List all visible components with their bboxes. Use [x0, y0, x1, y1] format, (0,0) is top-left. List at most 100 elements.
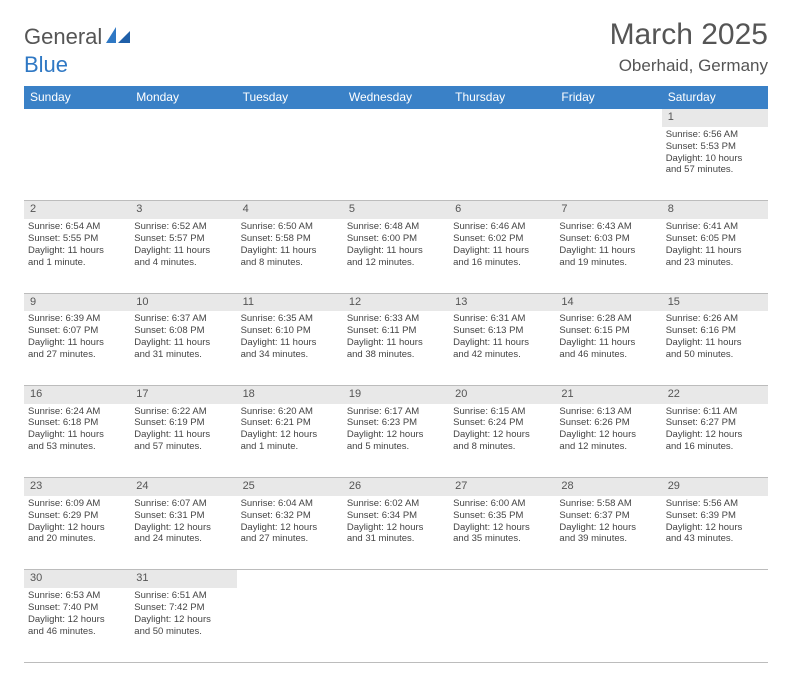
day-cell: Sunrise: 6:04 AMSunset: 6:32 PMDaylight:… [237, 496, 343, 570]
day-cell: Sunrise: 6:02 AMSunset: 6:34 PMDaylight:… [343, 496, 449, 570]
day-cell: Sunrise: 6:07 AMSunset: 6:31 PMDaylight:… [130, 496, 236, 570]
weekday-header: Thursday [449, 86, 555, 109]
daylight2-text: and 43 minutes. [666, 533, 764, 545]
daylight2-text: and 12 minutes. [559, 441, 657, 453]
week-row: Sunrise: 6:54 AMSunset: 5:55 PM Daylight:… [24, 219, 768, 293]
sunrise-text: Sunrise: 6:51 AM [134, 590, 232, 602]
sunrise-text: Sunrise: 6:00 AM [453, 498, 551, 510]
sunrise-text: Sunrise: 6:54 AM [28, 221, 126, 233]
day-number-cell: 11 [237, 293, 343, 311]
daylight2-text: and 31 minutes. [347, 533, 445, 545]
day-number-cell [555, 109, 661, 127]
daynum-row: 1 [24, 109, 768, 127]
daylight1-text: Daylight: 12 hours [559, 429, 657, 441]
day-number-cell [449, 570, 555, 588]
daylight2-text: and 8 minutes. [453, 441, 551, 453]
daylight1-text: Daylight: 11 hours [347, 245, 445, 257]
day-cell: Sunrise: 6:31 AMSunset: 6:13 PMDaylight:… [449, 311, 555, 385]
day-cell: Sunrise: 6:24 AMSunset: 6:18 PMDaylight:… [24, 404, 130, 478]
day-number-cell [449, 109, 555, 127]
daylight2-text: and 16 minutes. [453, 257, 551, 269]
sunrise-text: Sunrise: 5:56 AM [666, 498, 764, 510]
day-cell: Sunrise: 6:46 AMSunset: 6:02 PMDaylight:… [449, 219, 555, 293]
daylight1-text: Daylight: 11 hours [134, 429, 232, 441]
day-number-cell: 6 [449, 201, 555, 219]
sunrise-text: Sunrise: 6:26 AM [666, 313, 764, 325]
sunrise-text: Sunrise: 5:58 AM [559, 498, 657, 510]
day-cell: Sunrise: 6:00 AMSunset: 6:35 PMDaylight:… [449, 496, 555, 570]
day-number-cell: 5 [343, 201, 449, 219]
weekday-header: Sunday [24, 86, 130, 109]
daylight2-text: and 24 minutes. [134, 533, 232, 545]
sunset-text: Sunset: 6:02 PM [453, 233, 551, 245]
sunset-text: Sunset: 6:19 PM [134, 417, 232, 429]
day-cell [237, 588, 343, 662]
daylight2-text: and 23 minutes. [666, 257, 764, 269]
day-cell: Sunrise: 6:15 AMSunset: 6:24 PMDaylight:… [449, 404, 555, 478]
daylight1-text: Daylight: 12 hours [666, 429, 764, 441]
daylight1-text: Daylight: 12 hours [241, 429, 339, 441]
daynum-row: 2345678 [24, 201, 768, 219]
day-cell [555, 127, 661, 201]
sunrise-text: Sunrise: 6:13 AM [559, 406, 657, 418]
day-number-cell [24, 109, 130, 127]
daylight1-text: Daylight: 11 hours [453, 245, 551, 257]
sunrise-text: Sunrise: 6:46 AM [453, 221, 551, 233]
sunset-text: Sunset: 6:35 PM [453, 510, 551, 522]
sunset-text: Sunset: 6:15 PM [559, 325, 657, 337]
week-row: Sunrise: 6:56 AMSunset: 5:53 PMDaylight:… [24, 127, 768, 201]
daylight2-text: and 57 minutes. [134, 441, 232, 453]
daylight2-text: and 46 minutes. [559, 349, 657, 361]
day-cell: Sunrise: 6:54 AMSunset: 5:55 PMDaylight:… [24, 219, 130, 293]
sunrise-text: Sunrise: 6:43 AM [559, 221, 657, 233]
sunrise-text: Sunrise: 6:07 AM [134, 498, 232, 510]
title-block: March 2025 Oberhaid, Germany [610, 18, 768, 76]
day-cell: Sunrise: 6:17 AMSunset: 6:23 PMDaylight:… [343, 404, 449, 478]
daylight2-text: and 16 minutes. [666, 441, 764, 453]
sunset-text: Sunset: 6:10 PM [241, 325, 339, 337]
daylight2-text: and 50 minutes. [666, 349, 764, 361]
sunrise-text: Sunrise: 6:35 AM [241, 313, 339, 325]
sunset-text: Sunset: 5:55 PM [28, 233, 126, 245]
day-cell: Sunrise: 6:50 AMSunset: 5:58 PMDaylight:… [237, 219, 343, 293]
day-number-cell [237, 570, 343, 588]
sunset-text: Sunset: 5:57 PM [134, 233, 232, 245]
sunrise-text: Sunrise: 6:15 AM [453, 406, 551, 418]
day-number-cell [343, 570, 449, 588]
daylight2-text: and 42 minutes. [453, 349, 551, 361]
sunset-text: Sunset: 6:34 PM [347, 510, 445, 522]
sunset-text: Sunset: 6:26 PM [559, 417, 657, 429]
day-number-cell: 16 [24, 385, 130, 403]
day-number-cell: 17 [130, 385, 236, 403]
day-cell: Sunrise: 6:48 AMSunset: 6:00 PMDaylight:… [343, 219, 449, 293]
daylight2-text: and 1 minute. [28, 257, 126, 269]
day-number-cell: 24 [130, 478, 236, 496]
sunset-text: Sunset: 5:58 PM [241, 233, 339, 245]
sunrise-text: Sunrise: 6:39 AM [28, 313, 126, 325]
weekday-header-row: Sunday Monday Tuesday Wednesday Thursday… [24, 86, 768, 109]
day-cell: Sunrise: 6:53 AMSunset: 7:40 PMDaylight:… [24, 588, 130, 662]
day-cell: Sunrise: 6:13 AMSunset: 6:26 PMDaylight:… [555, 404, 661, 478]
day-number-cell [130, 109, 236, 127]
day-number-cell: 2 [24, 201, 130, 219]
daylight2-text: and 8 minutes. [241, 257, 339, 269]
location: Oberhaid, Germany [610, 56, 768, 76]
daylight1-text: Daylight: 12 hours [453, 429, 551, 441]
daylight1-text: Daylight: 12 hours [559, 522, 657, 534]
daylight2-text: and 53 minutes. [28, 441, 126, 453]
sunset-text: Sunset: 6:18 PM [28, 417, 126, 429]
day-cell: Sunrise: 6:51 AMSunset: 7:42 PMDaylight:… [130, 588, 236, 662]
daynum-row: 3031 [24, 570, 768, 588]
day-cell [24, 127, 130, 201]
daylight1-text: Daylight: 11 hours [241, 337, 339, 349]
daylight2-text: and 4 minutes. [134, 257, 232, 269]
day-cell: Sunrise: 6:39 AMSunset: 6:07 PMDaylight:… [24, 311, 130, 385]
day-cell: Sunrise: 5:58 AMSunset: 6:37 PMDaylight:… [555, 496, 661, 570]
sunrise-text: Sunrise: 6:31 AM [453, 313, 551, 325]
day-cell: Sunrise: 6:28 AMSunset: 6:15 PMDaylight:… [555, 311, 661, 385]
daylight2-text: and 35 minutes. [453, 533, 551, 545]
day-number-cell: 27 [449, 478, 555, 496]
sunset-text: Sunset: 6:05 PM [666, 233, 764, 245]
sunset-text: Sunset: 6:32 PM [241, 510, 339, 522]
sunset-text: Sunset: 6:29 PM [28, 510, 126, 522]
